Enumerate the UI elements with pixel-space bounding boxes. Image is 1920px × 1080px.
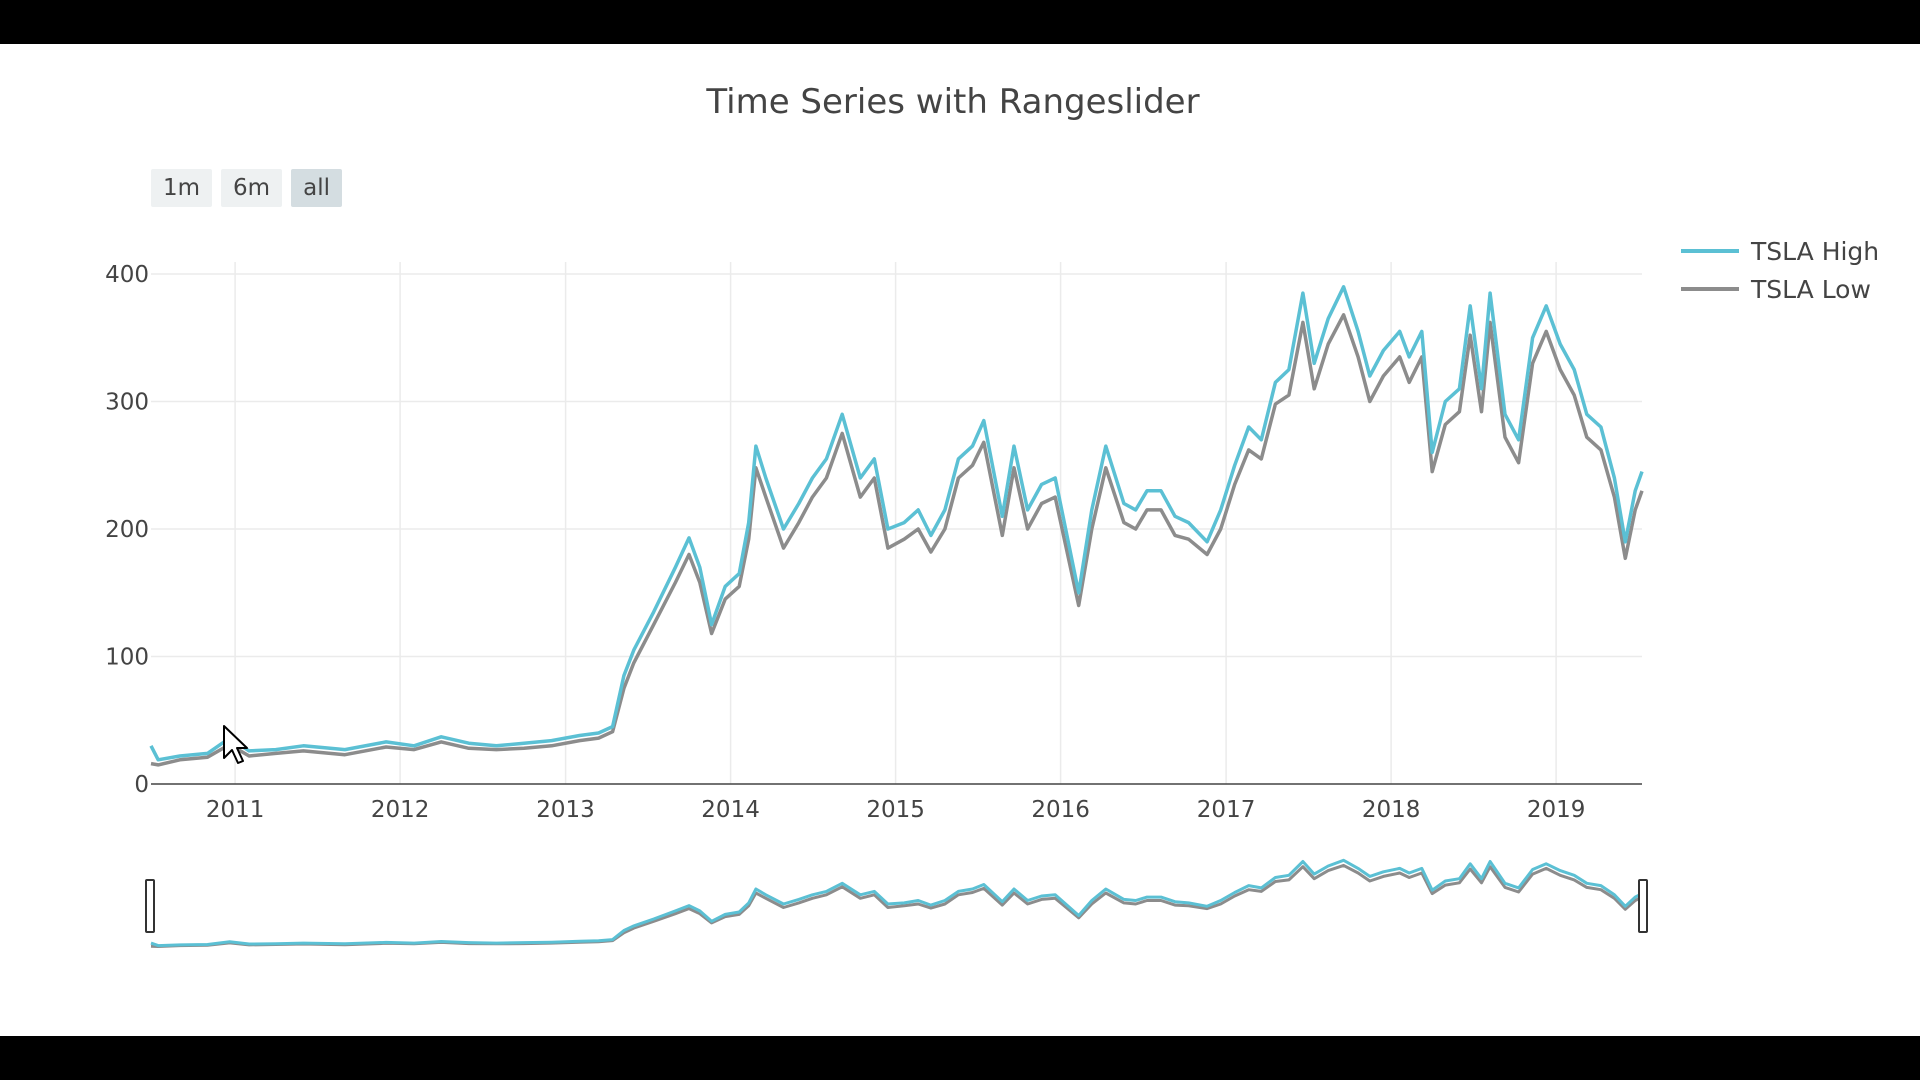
x-tick-label: 2019	[1527, 797, 1586, 823]
y-tick-label: 300	[105, 390, 149, 416]
rangeslider-handle-left[interactable]	[145, 879, 155, 933]
y-tick-label: 100	[105, 645, 149, 671]
rangeslider-handle-right[interactable]	[1638, 879, 1648, 933]
rangeslider[interactable]	[145, 858, 1648, 948]
rangeslider-line-tsla-low	[150, 863, 1643, 948]
legend-swatch-tsla-high	[1681, 249, 1739, 253]
mouse-cursor-icon	[223, 725, 248, 764]
series-layer	[149, 285, 1644, 767]
chart-title: Time Series with Rangeslider	[706, 82, 1200, 122]
x-tick-label: 2011	[206, 797, 265, 823]
grid-layer	[151, 262, 1642, 784]
series-line-tsla-high	[149, 285, 1644, 762]
y-tick-label: 400	[105, 262, 149, 288]
x-tick-label: 2012	[371, 797, 430, 823]
x-tick-label: 2018	[1362, 797, 1421, 823]
legend-label-tsla-low: TSLA Low	[1751, 274, 1871, 304]
x-tick-label: 2017	[1197, 797, 1256, 823]
x-tick-label: 2013	[536, 797, 595, 823]
legend-item-tsla-low[interactable]: TSLA Low	[1681, 270, 1879, 308]
range-button-all[interactable]: all	[291, 169, 342, 207]
legend-swatch-tsla-low	[1681, 287, 1739, 291]
range-selector: 1m 6m all	[151, 169, 342, 207]
legend-label-tsla-high: TSLA High	[1751, 236, 1880, 266]
legend: TSLA High TSLA Low	[1681, 232, 1879, 308]
y-tick-label: 0	[134, 772, 149, 798]
x-tick-label: 2015	[866, 797, 925, 823]
legend-item-tsla-high[interactable]: TSLA High	[1681, 232, 1879, 270]
range-button-6m[interactable]: 6m	[221, 169, 283, 207]
x-tick-label: 2014	[701, 797, 760, 823]
x-tick-label: 2016	[1031, 797, 1090, 823]
y-tick-label: 200	[105, 517, 149, 543]
page-background	[0, 44, 1920, 1036]
series-line-tsla-low	[150, 313, 1644, 767]
axis-layer: 0 100 200 300 400 2011 2012 2013 2014 2015 2016 201…	[105, 262, 1642, 823]
range-button-1m[interactable]: 1m	[151, 169, 213, 207]
rangeslider-line-tsla-high	[150, 858, 1643, 948]
